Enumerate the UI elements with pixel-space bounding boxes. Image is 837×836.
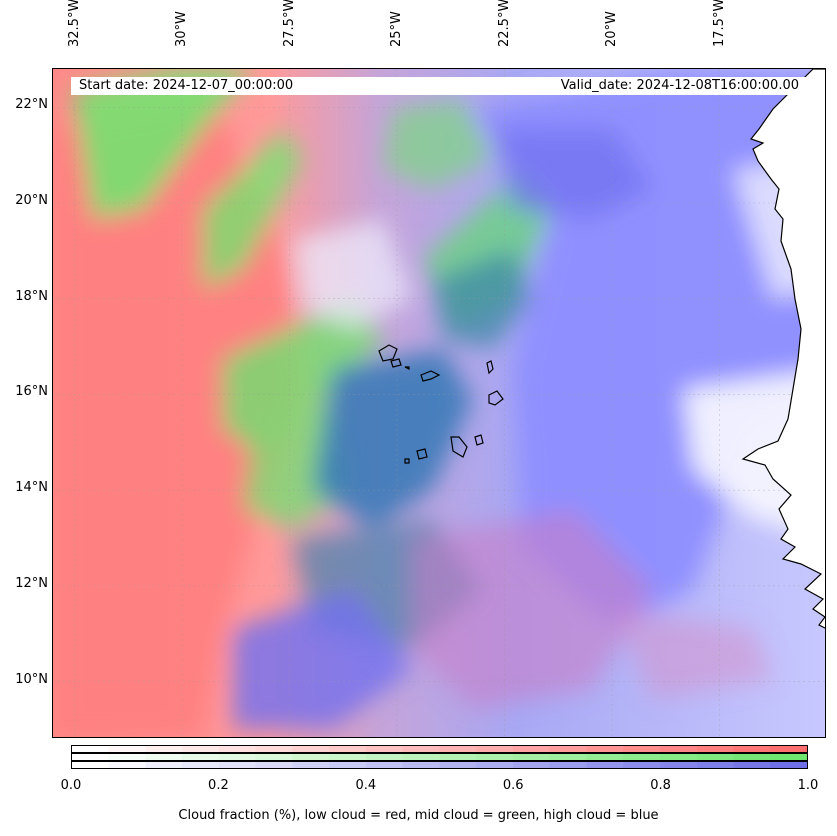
latitude-tick-label: 16°N (15, 384, 48, 400)
africa-coastline (741, 69, 825, 629)
longitude-tick-label: 17.5°W (711, 0, 727, 47)
longitude-tick-label: 22.5°W (496, 0, 512, 47)
high-cloud-region (233, 589, 413, 729)
latitude-tick-label: 14°N (15, 480, 48, 496)
clear-sky-region (293, 219, 413, 329)
valid-date-label: Valid_date: 2024-12-08T16:00:00.00 (560, 78, 799, 93)
latitude-tick-label: 12°N (15, 575, 48, 591)
mixed-cloud-region (613, 609, 773, 699)
island-fogo (416, 448, 428, 460)
mixed-cloud-region (413, 509, 653, 709)
island-sao-nicolau (420, 370, 441, 382)
colorbar-tick-label: 0.0 (60, 778, 82, 793)
mid-cloud-region (203, 129, 303, 289)
latitude-tick-label: 22°N (15, 97, 48, 113)
cloud-map (53, 69, 825, 737)
date-info-bar: Start date: 2024-12-07_00:00:00 Valid_da… (71, 77, 807, 95)
high-cloud-region (493, 129, 653, 219)
cloud-layers (53, 69, 825, 737)
latitude-tick-label: 10°N (15, 671, 48, 687)
island-maio (474, 434, 484, 446)
colorbar-label: Cloud fraction (%), low cloud = red, mid… (178, 808, 659, 823)
longitude-tick-label: 20°W (604, 11, 619, 47)
island-sal (486, 360, 494, 375)
island-santa-luzia (404, 366, 410, 370)
island-boa-vista (488, 390, 504, 406)
colorbar-tick-label: 1.0 (797, 778, 819, 793)
longitude-tick-label: 25°W (389, 11, 404, 47)
colorbar (71, 745, 808, 769)
start-date-label: Start date: 2024-12-07_00:00:00 (79, 78, 294, 93)
island-sao-vicente (390, 358, 402, 368)
latitude-tick-label: 18°N (15, 288, 48, 304)
longitude-tick-label: 32.5°W (66, 0, 82, 47)
mid-cloud-region (223, 299, 383, 449)
latitude-tick-label: 20°N (15, 193, 48, 208)
longitude-tick-label: 30°W (174, 11, 189, 47)
island-brava (404, 458, 410, 464)
colorbar-tick-label: 0.2 (208, 778, 229, 793)
colorbar-high-cloud (71, 761, 808, 769)
coastline (741, 69, 825, 629)
island-santiago (450, 436, 468, 458)
mixed-cloud-region (313, 349, 473, 529)
map-panel (52, 68, 826, 738)
map-gridlines (53, 69, 825, 737)
island-santo-antao (378, 344, 398, 362)
longitude-tick-label: 27.5°W (281, 0, 297, 47)
colorbar-low-cloud (71, 745, 808, 753)
colorbar-tick-label: 0.6 (502, 778, 524, 793)
colorbar-mid-cloud (71, 753, 808, 761)
cape-verde-islands (378, 344, 504, 464)
colorbar-tick-label: 0.8 (650, 778, 671, 793)
colorbar-tick-label: 0.4 (355, 778, 377, 793)
mid-cloud-region (73, 69, 253, 219)
mid-cloud-region (383, 99, 493, 189)
